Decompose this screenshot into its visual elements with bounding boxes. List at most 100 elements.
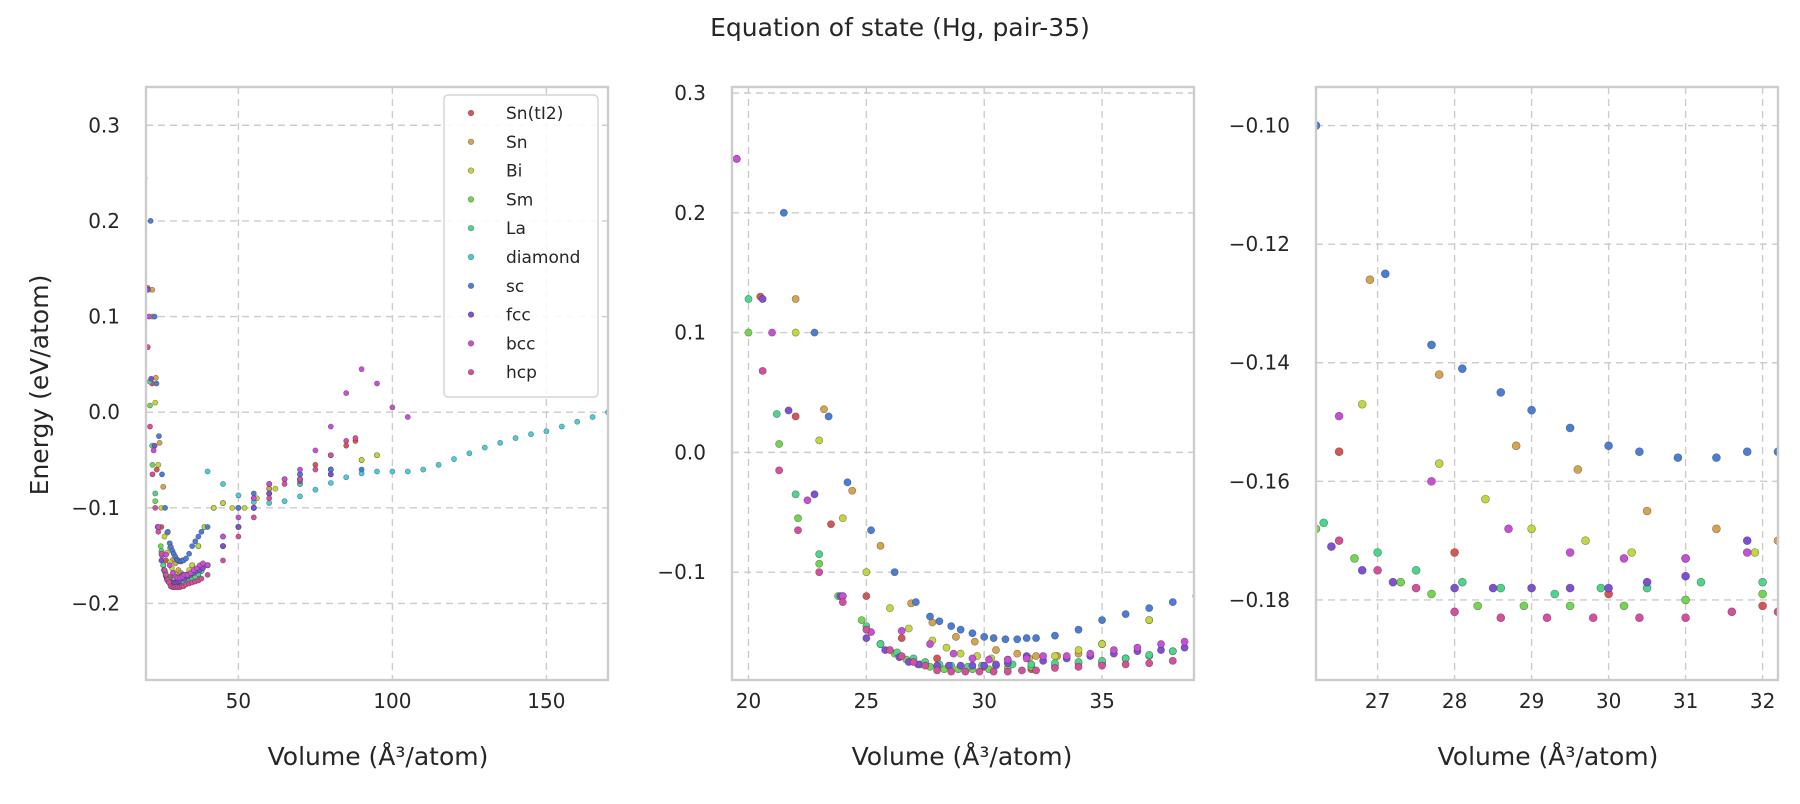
data-point-diamond [512,435,519,441]
data-point-bcc [163,551,169,558]
data-point-bcc [732,154,741,163]
figure-title: Equation of state (Hg, pair-35) [710,13,1090,42]
data-point-sn-ti2 [1334,447,1344,456]
panel-2-y-tick-label: 0.0 [674,440,706,464]
data-point-sn [848,486,857,495]
data-point-sc [935,617,944,626]
legend-marker [467,109,475,117]
legend-box [443,94,599,398]
data-point-bcc [1427,477,1436,486]
data-point-sc [1145,604,1154,613]
panel-2-y-tick-label: 0.3 [674,81,706,105]
data-point-sc [947,622,956,630]
data-point-fcc [235,524,242,530]
panel-2-y-tick-label: −0.1 [657,560,706,584]
panel-1-y-tick-label: 0.3 [88,113,120,137]
y-axis-label: Energy (eV/atom) [25,275,54,496]
data-point-sc [235,504,242,511]
data-point-bcc [204,562,211,569]
data-point-sc [1565,423,1575,433]
data-point-sn [1642,506,1652,516]
data-point-diamond [420,466,427,473]
data-point-bi [1581,536,1590,545]
data-point-bcc [1133,643,1142,652]
data-point-sc [867,526,875,535]
data-point-bcc [266,481,273,487]
data-point-hcp [1411,583,1421,593]
legend-marker [467,253,475,261]
data-point-bi [1357,399,1367,409]
data-point-hcp [1145,659,1154,668]
data-point-hcp [250,514,257,521]
data-point-hcp [794,526,802,535]
legend-label: hcp [506,363,537,383]
data-point-sm [815,559,824,568]
data-point-bcc [281,476,288,483]
data-point-sc [1604,441,1613,451]
data-point-diamond [312,486,319,493]
data-point-bi [886,604,894,613]
data-point-bcc [250,495,257,502]
panel-3-points [1281,121,1778,623]
legend-label: sc [506,277,524,297]
data-point-hcp [947,667,956,676]
data-point-fcc [1327,542,1336,551]
data-point-sc [1032,634,1040,642]
data-point-sn [952,632,960,641]
data-point-la [744,295,753,303]
data-point-hcp [352,435,359,441]
data-point-sn [1434,370,1444,379]
data-point-diamond [281,498,288,505]
data-point-fcc [1281,507,1289,515]
data-point-fcc [1450,583,1459,593]
data-point-la [1319,518,1328,528]
data-point-sn [266,485,273,492]
data-point-hcp [1098,661,1106,670]
data-point-sc [1673,453,1683,462]
data-point-hcp [1635,613,1644,623]
data-point-bcc [1086,649,1095,658]
data-point-bcc [1504,524,1513,534]
data-point-fcc [784,406,793,415]
data-point-bcc [358,366,365,373]
data-point-sn [1365,275,1375,285]
data-point-sm [157,543,164,549]
data-point-hcp [886,646,894,654]
panel-1-frame [144,85,610,682]
panel-1-y-tick-label: 0.2 [88,209,120,233]
panel-3-x-tick-label: 27 [1365,689,1390,713]
data-point-sc [297,471,303,478]
data-point-hcp [1542,613,1552,623]
data-point-hcp [758,367,767,375]
data-point-diamond [589,414,596,420]
data-point-bi [152,399,159,406]
panel-1-y-tick-label: 0.0 [88,400,120,424]
data-point-bi [229,504,236,511]
data-point-la [1758,577,1767,587]
data-point-hcp [862,625,871,634]
legend-label: diamond [506,248,580,268]
data-point-fcc [327,471,334,478]
data-point-la [1550,589,1559,599]
data-point-sm [794,514,802,523]
data-point-bcc [1022,654,1031,663]
data-point-bcc [404,414,411,420]
data-point-hcp [989,667,998,676]
data-point-sc [1168,598,1177,607]
data-point-bcc [155,524,162,530]
data-point-hcp [152,504,159,511]
data-point-hcp [1588,613,1598,623]
data-point-sc [153,380,160,387]
legend-label: Bi [506,162,522,182]
panel-1: 50 100 150 −0.2 −0.1 0.0 0.1 0.2 0.3 [71,85,610,713]
data-point-la [791,490,800,499]
data-point-la [1168,647,1177,656]
data-point-hcp [327,452,334,459]
data-point-sn [1511,441,1521,451]
data-point-sn [160,483,167,490]
data-point-bi [1074,646,1083,654]
data-point-bi [1481,494,1490,504]
data-point-sc [151,313,158,320]
data-point-hcp [297,476,303,483]
data-point-bcc [327,423,334,430]
